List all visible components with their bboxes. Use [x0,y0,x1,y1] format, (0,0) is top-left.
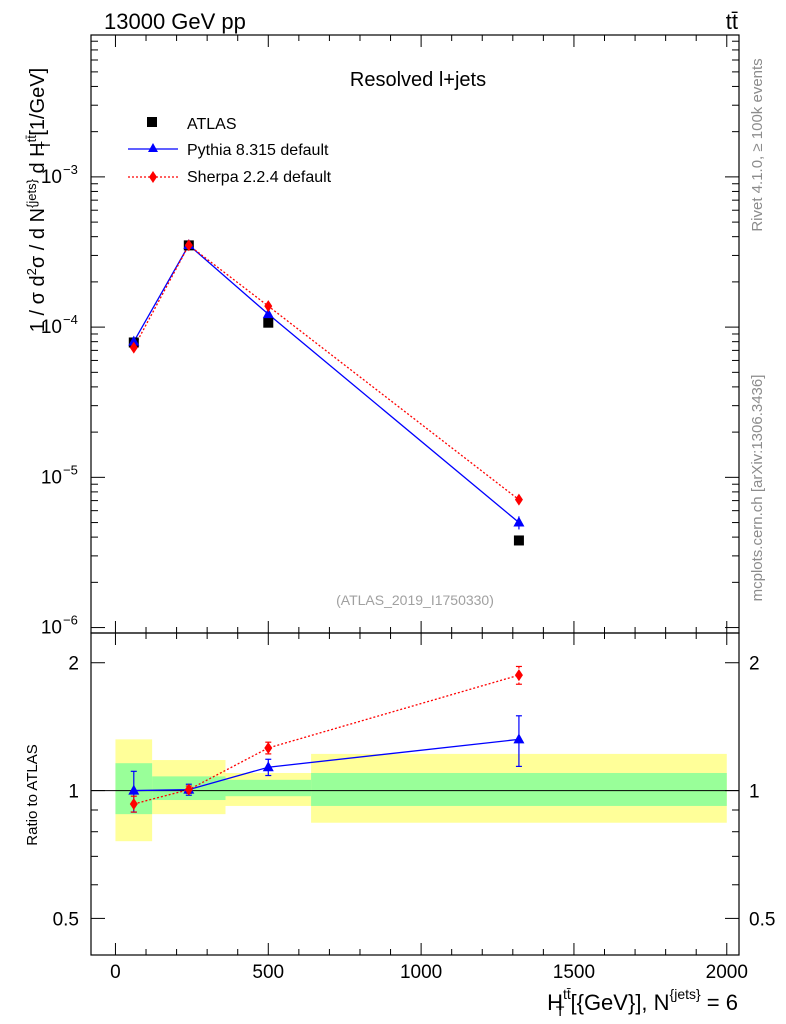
y-tick-label-exponent: −6 [63,613,78,628]
x-tick-label: 1000 [400,962,442,983]
pythia-point [128,335,140,346]
y-tick-label-exponent: −3 [63,162,78,177]
atlas-data-point [513,535,524,546]
legend-marker-sherpa [149,171,157,183]
rivet-version-label: Rivet 4.1.0, ≥ 100k events [749,58,766,231]
series-line-1 [133,244,520,501]
y-tick-label: 10 [41,317,62,338]
ratio-y-tick-label: 1 [68,782,79,803]
y-tick-label-exponent: −4 [63,312,78,327]
legend: ATLAS Pythia 8.315 default Sherpa 2.2.4 … [128,116,332,186]
sherpa-ratio-point [514,669,523,682]
series-ratio-line-1 [133,674,520,805]
ratio-band-stat [225,779,312,797]
sherpa-point [129,341,138,354]
atlas-data-point [263,317,274,328]
sherpa-ratio-point [264,741,273,754]
series-ratio-line-0 [133,738,519,792]
legend-marker-atlas [147,117,157,127]
ratio-band-stat [311,772,727,806]
y-tick-label-exponent: −5 [63,462,78,477]
x-tick-label: 0 [110,962,121,983]
ratio-y-tick-label: 2 [68,654,79,675]
y-tick-label: 10 [41,618,62,639]
sherpa-ratio-point [129,797,138,810]
pythia-point [513,516,525,527]
y-tick-label: 10 [41,167,62,188]
ratio-y-tick-label: 0.5 [53,909,79,930]
ratio-y-tick-label-right: 1 [749,782,760,803]
ratio-y-tick-label-right: 2 [749,654,760,675]
legend-label-pythia: Pythia 8.315 default [187,142,329,159]
legend-label-sherpa: Sherpa 2.2.4 default [187,169,332,186]
x-tick-label: 500 [252,962,284,983]
analysis-id-label: (ATLAS_2019_I1750330) [336,592,494,608]
x-tick-label: 1500 [553,962,595,983]
x-tick-label: 2000 [706,962,748,983]
pythia-ratio-point [262,761,274,772]
pythia-ratio-point [513,733,525,744]
ratio-panel [91,665,739,842]
collision-energy-label: 13000 GeV pp [104,9,246,34]
sherpa-point [264,300,273,313]
sherpa-ratio-point [184,783,193,796]
sherpa-point [514,493,523,506]
series-line-0 [133,243,520,524]
sherpa-point [184,239,193,252]
pythia-point [262,308,274,319]
mcplots-label: mcplots.cern.ch [arXiv:1306.3436] [749,375,766,602]
x-axis-label: Htt̄ T [{GeV}], N{jets} = 6 [547,986,738,1019]
process-label: tt̄ [726,9,738,34]
legend-label-atlas: ATLAS [187,116,237,133]
ratio-y-axis-label: Ratio to ATLAS [24,744,41,845]
ratio-y-tick-label-right: 0.5 [749,909,775,930]
pythia-ratio-point [128,784,140,795]
legend-marker-pythia [148,143,158,152]
main-y-axis-label: 1 / σ d2σ / d N{jets} d Htt̄T [1/GeV] [24,68,53,332]
ratio-frame [90,632,740,956]
main-panel [128,239,525,546]
y-tick-label: 10 [41,467,62,488]
plot-title: Resolved l+jets [350,69,486,91]
